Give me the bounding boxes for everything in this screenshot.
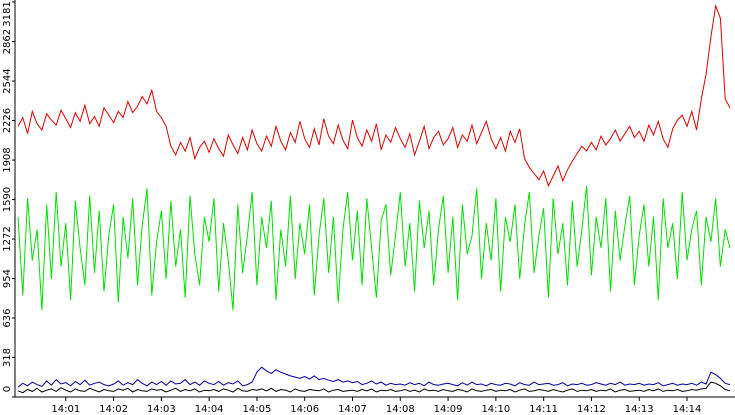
- x-tick-label: 14:05: [243, 404, 272, 415]
- y-tick-label: 1272: [2, 226, 13, 251]
- y-tick-label: 1908: [2, 147, 13, 172]
- x-tick-label: 14:04: [195, 404, 224, 415]
- x-tick-label: 14:06: [290, 404, 319, 415]
- y-tick-label: 954: [2, 269, 13, 288]
- x-tick-label: 14:14: [673, 404, 702, 415]
- series-line: [17, 366, 731, 388]
- y-tick-label: 318: [2, 348, 13, 367]
- y-tick-label: 1590: [2, 187, 13, 212]
- series-line: [17, 185, 731, 311]
- series-line: [17, 3, 731, 188]
- x-tick-label: 14:09: [434, 404, 463, 415]
- x-tick-label: 14:10: [481, 404, 510, 415]
- x-tick-label: 14:13: [625, 404, 654, 415]
- x-tick-label: 14:01: [51, 404, 80, 415]
- y-tick-label: 2226: [2, 108, 13, 133]
- y-tick-label: 2544: [2, 68, 13, 93]
- x-tick-label: 14:12: [577, 404, 606, 415]
- y-tick-label: 2862: [2, 29, 13, 54]
- x-tick-label: 14:07: [338, 404, 367, 415]
- x-tick-label: 14:08: [386, 404, 415, 415]
- y-tick-label: 0: [2, 386, 13, 392]
- series-line: [17, 381, 731, 394]
- y-tick-label: 3181: [2, 1, 13, 26]
- x-tick-label: 14:11: [529, 404, 558, 415]
- x-tick-label: 14:03: [147, 404, 176, 415]
- x-tick-label: 14:02: [99, 404, 128, 415]
- y-tick-label: 636: [2, 308, 13, 327]
